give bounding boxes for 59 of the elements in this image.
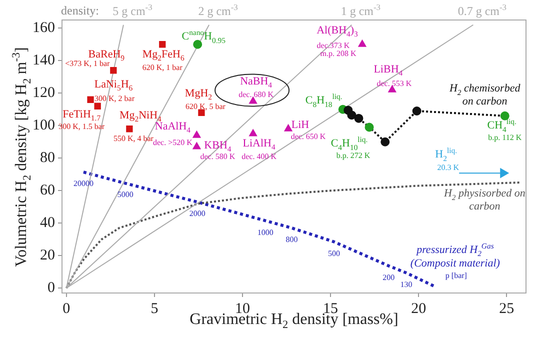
y-tick-label: 100	[32, 118, 55, 134]
annotation: dec. 400 K	[242, 152, 276, 161]
series-label: 5 g cm$^{-3}$	[112, 3, 152, 18]
y-tick-label: 20	[40, 248, 55, 264]
y-tick-label: 40	[40, 215, 55, 232]
series-label: Mg$_{2}$NiH$_{4}$	[119, 109, 162, 124]
annotation: 20.3 K	[437, 162, 459, 172]
annotation: m.p. 208 K	[320, 49, 356, 59]
x-tick-label: 0	[62, 300, 70, 317]
y-tick-label: 140	[32, 52, 55, 69]
annotation: <373 K, 1 bar	[65, 59, 110, 69]
annotation: 550 K, 4 bar	[113, 134, 154, 143]
annotation: 620 K, 5 bar	[185, 101, 226, 111]
y-tick-label: 120	[32, 85, 55, 102]
series-label: C$^{nano}$H$_{0.95}$	[182, 28, 226, 46]
series-label: NaAlH$_{4}$	[154, 120, 191, 136]
series-label: LiAlH$_{4}$	[242, 137, 276, 152]
series-label: LiH	[291, 119, 310, 132]
y-tick-label: 0	[48, 280, 55, 296]
y-tick-label: 60	[40, 182, 55, 199]
series-label: LiBH$_{4}$	[374, 63, 403, 78]
annotation: 2000	[189, 208, 206, 218]
series-label: H$_{2}$ physisorbed on carbon	[442, 187, 526, 213]
annotation: dec. 580 K	[200, 152, 236, 161]
annotation: 5000	[117, 190, 134, 200]
annotation: 1000	[257, 227, 274, 237]
annotation: 200	[382, 272, 395, 282]
annotation: 20000	[73, 178, 94, 188]
annotation: b.p. 272 K	[336, 151, 370, 160]
annotation: dec. 650 K	[290, 132, 326, 142]
series-label: Mg$_{2}$FeH$_{6}$	[142, 48, 184, 64]
annotation: dec.373 K	[316, 41, 350, 50]
y-tick-label: 160	[32, 20, 55, 36]
series-label: H$_{2}$ chemisorbed on carbon	[448, 82, 522, 108]
series-label: 1 g cm$^{-3}$	[340, 3, 380, 18]
x-tick-label: 25	[499, 300, 514, 317]
series-label: MgH$_{2}$	[184, 86, 212, 102]
x-tick-label: 20	[411, 300, 426, 317]
annotation: 130	[400, 280, 412, 290]
series-label: NaBH$_{4}$	[240, 76, 272, 90]
annotation: 300 K, 2 bar	[94, 93, 135, 103]
series-label: Al(BH$_{4}$)$_{3}$	[316, 24, 358, 40]
annotation: 300 K, 1.5 bar	[58, 122, 105, 132]
series-label: FeTiH$_{1.7}$	[62, 108, 101, 123]
series-label: LaNi$_{5}$H$_{6}$	[94, 78, 133, 92]
annotation: 800	[286, 234, 298, 244]
x-tick-label: 5	[150, 300, 158, 317]
y-tick-label: 80	[40, 150, 55, 166]
annotation: dec. >520 K	[153, 138, 192, 148]
annotation: 500	[328, 248, 340, 258]
annotation: dec. 553 K	[376, 78, 412, 88]
text: density:	[61, 4, 99, 18]
series-label: 2 g cm$^{-3}$	[198, 3, 238, 18]
annotation: dec. 680 K	[238, 90, 274, 100]
series-label: 0.7 g cm$^{-3}$	[458, 3, 506, 18]
annotation: 620 K, 1 bar	[142, 63, 182, 73]
series-label: KBH$_{4}$	[204, 139, 232, 154]
annotation: p [bar]	[445, 270, 467, 280]
annotation: b.p. 112 K	[488, 132, 522, 142]
